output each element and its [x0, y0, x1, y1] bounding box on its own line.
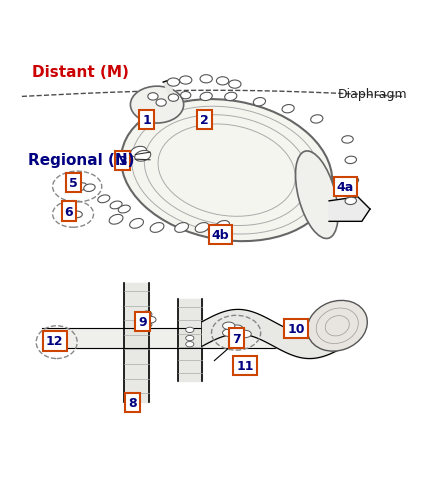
Text: Regional (N): Regional (N)	[28, 152, 135, 167]
Ellipse shape	[168, 95, 179, 102]
Ellipse shape	[229, 336, 241, 343]
Ellipse shape	[131, 147, 147, 158]
Ellipse shape	[310, 116, 323, 124]
Ellipse shape	[50, 344, 59, 349]
Ellipse shape	[181, 92, 191, 100]
Ellipse shape	[56, 336, 65, 342]
Ellipse shape	[137, 317, 148, 323]
Ellipse shape	[282, 105, 294, 114]
Ellipse shape	[195, 223, 209, 233]
Ellipse shape	[186, 342, 194, 347]
Ellipse shape	[180, 77, 192, 85]
Ellipse shape	[217, 78, 229, 86]
Text: 2: 2	[200, 114, 209, 127]
Ellipse shape	[347, 177, 359, 185]
Text: 7: 7	[233, 332, 241, 345]
Ellipse shape	[67, 182, 79, 190]
Text: 11: 11	[236, 359, 254, 372]
Ellipse shape	[58, 343, 66, 348]
Polygon shape	[163, 81, 173, 99]
Ellipse shape	[110, 201, 122, 209]
Ellipse shape	[167, 79, 180, 87]
Ellipse shape	[146, 317, 156, 323]
Ellipse shape	[76, 183, 87, 191]
Ellipse shape	[345, 157, 357, 164]
Text: 9: 9	[138, 316, 147, 329]
Ellipse shape	[148, 94, 158, 101]
Ellipse shape	[52, 332, 61, 337]
Ellipse shape	[44, 334, 52, 339]
Ellipse shape	[342, 136, 353, 144]
Ellipse shape	[307, 301, 367, 351]
Ellipse shape	[142, 322, 152, 328]
Text: 12: 12	[46, 335, 63, 348]
Ellipse shape	[231, 325, 243, 333]
Ellipse shape	[186, 336, 194, 341]
Text: Distant (M): Distant (M)	[32, 65, 129, 80]
Ellipse shape	[222, 323, 235, 330]
Ellipse shape	[72, 211, 82, 218]
Text: 5: 5	[69, 176, 77, 189]
Text: 1: 1	[143, 114, 151, 127]
Polygon shape	[329, 197, 370, 222]
Text: 6: 6	[65, 205, 73, 218]
Ellipse shape	[294, 322, 305, 328]
Ellipse shape	[129, 219, 143, 229]
Ellipse shape	[98, 195, 110, 203]
Ellipse shape	[142, 312, 152, 318]
Ellipse shape	[291, 331, 303, 338]
Ellipse shape	[121, 100, 332, 241]
Ellipse shape	[200, 93, 212, 101]
Ellipse shape	[216, 221, 230, 231]
Ellipse shape	[253, 98, 266, 107]
Ellipse shape	[65, 210, 75, 217]
Ellipse shape	[288, 327, 300, 334]
Text: 10: 10	[288, 323, 305, 336]
Ellipse shape	[222, 329, 235, 337]
Ellipse shape	[156, 100, 166, 107]
Text: 3: 3	[118, 155, 126, 168]
Ellipse shape	[135, 151, 151, 162]
Ellipse shape	[239, 331, 251, 338]
Ellipse shape	[109, 215, 123, 225]
Text: 4b: 4b	[212, 228, 229, 241]
Ellipse shape	[345, 198, 357, 205]
Ellipse shape	[200, 76, 212, 84]
Text: Diaphragm: Diaphragm	[337, 88, 407, 101]
Ellipse shape	[46, 342, 54, 347]
Ellipse shape	[84, 184, 95, 192]
Ellipse shape	[130, 87, 184, 124]
Ellipse shape	[225, 93, 237, 101]
Ellipse shape	[150, 223, 164, 233]
Ellipse shape	[186, 328, 194, 333]
Text: 4a: 4a	[337, 181, 354, 193]
Ellipse shape	[175, 223, 189, 233]
Ellipse shape	[48, 338, 57, 344]
Ellipse shape	[118, 206, 130, 213]
Ellipse shape	[296, 152, 338, 239]
Ellipse shape	[229, 81, 241, 89]
Text: 8: 8	[128, 396, 137, 409]
